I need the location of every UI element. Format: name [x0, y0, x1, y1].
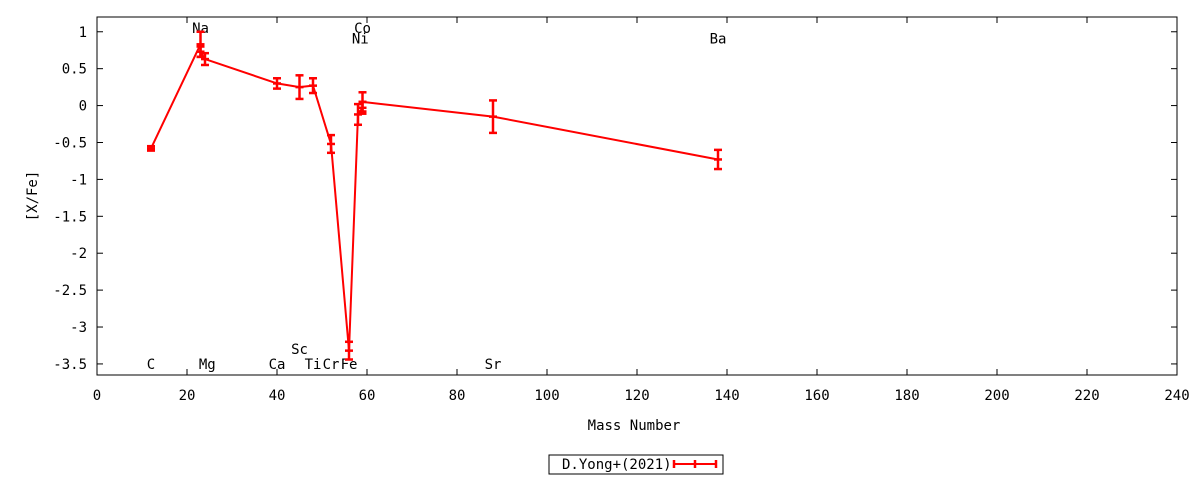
plot-area-frame: [96, 16, 1178, 376]
x-tick-label: 180: [894, 388, 919, 404]
y-tick-label: 1: [79, 25, 87, 41]
y-axis-label: [X/Fe]: [25, 171, 41, 222]
y-axis: 1 0.5 0 -0.5 -1 -1.5 -2 -2.5 -3 -3.5: [53, 25, 1177, 373]
x-tick-label: 240: [1164, 388, 1189, 404]
y-tick-label: -1: [70, 172, 87, 188]
x-tick-label: 220: [1074, 388, 1099, 404]
element-label: Na: [192, 21, 209, 37]
element-label: Ba: [710, 31, 727, 47]
element-label: C: [147, 357, 155, 373]
element-label: Sc: [291, 342, 308, 358]
data-point: [714, 148, 722, 171]
x-tick-label: 80: [449, 388, 466, 404]
element-label: Ti: [305, 357, 322, 373]
y-tick-label: -0.5: [53, 135, 87, 151]
data-point: [489, 99, 497, 135]
legend-box: [548, 454, 724, 475]
legend-label: D.Yong+(2021): [562, 457, 672, 473]
y-tick-label: -3.5: [53, 357, 87, 373]
element-label: Ni: [352, 31, 369, 47]
x-tick-label: 200: [984, 388, 1009, 404]
element-label: Ca: [269, 357, 286, 373]
y-tick-label: -2.5: [53, 283, 87, 299]
x-tick-label: 120: [624, 388, 649, 404]
x-tick-label: 100: [534, 388, 559, 404]
x-tick-label: 60: [359, 388, 376, 404]
element-label: Fe: [341, 357, 358, 373]
y-tick-label: -1.5: [53, 209, 87, 225]
element-label: Cr: [323, 357, 340, 373]
y-tick-label: 0.5: [62, 62, 87, 78]
element-label: Sr: [485, 357, 502, 373]
element-label: Mg: [199, 357, 216, 373]
x-axis-label: Mass Number: [588, 418, 681, 434]
y-tick-label: -3: [70, 320, 87, 336]
data-point: [309, 77, 317, 95]
series-layer: [147, 30, 722, 361]
series-line: [150, 43, 719, 351]
data-point: [196, 45, 205, 59]
x-tick-label: 140: [714, 388, 739, 404]
x-tick-label: 0: [93, 388, 101, 404]
data-point: [327, 133, 335, 155]
x-tick-label: 160: [804, 388, 829, 404]
data-point: [201, 51, 209, 67]
data-point: [295, 74, 304, 101]
x-axis: 0 20 40 60 80 100 120 140 160 180 200 220 240: [93, 17, 1190, 404]
x-tick-label: 40: [269, 388, 286, 404]
element-label: Co: [354, 21, 371, 37]
y-tick-label: 0: [79, 99, 87, 115]
data-point: [273, 77, 281, 90]
data-point: [358, 91, 367, 113]
x-tick-label: 20: [179, 388, 196, 404]
data-point: [147, 144, 155, 152]
data-point: [345, 340, 353, 361]
y-tick-label: -2: [70, 246, 87, 262]
legend: D.Yong+(2021): [548, 454, 724, 475]
